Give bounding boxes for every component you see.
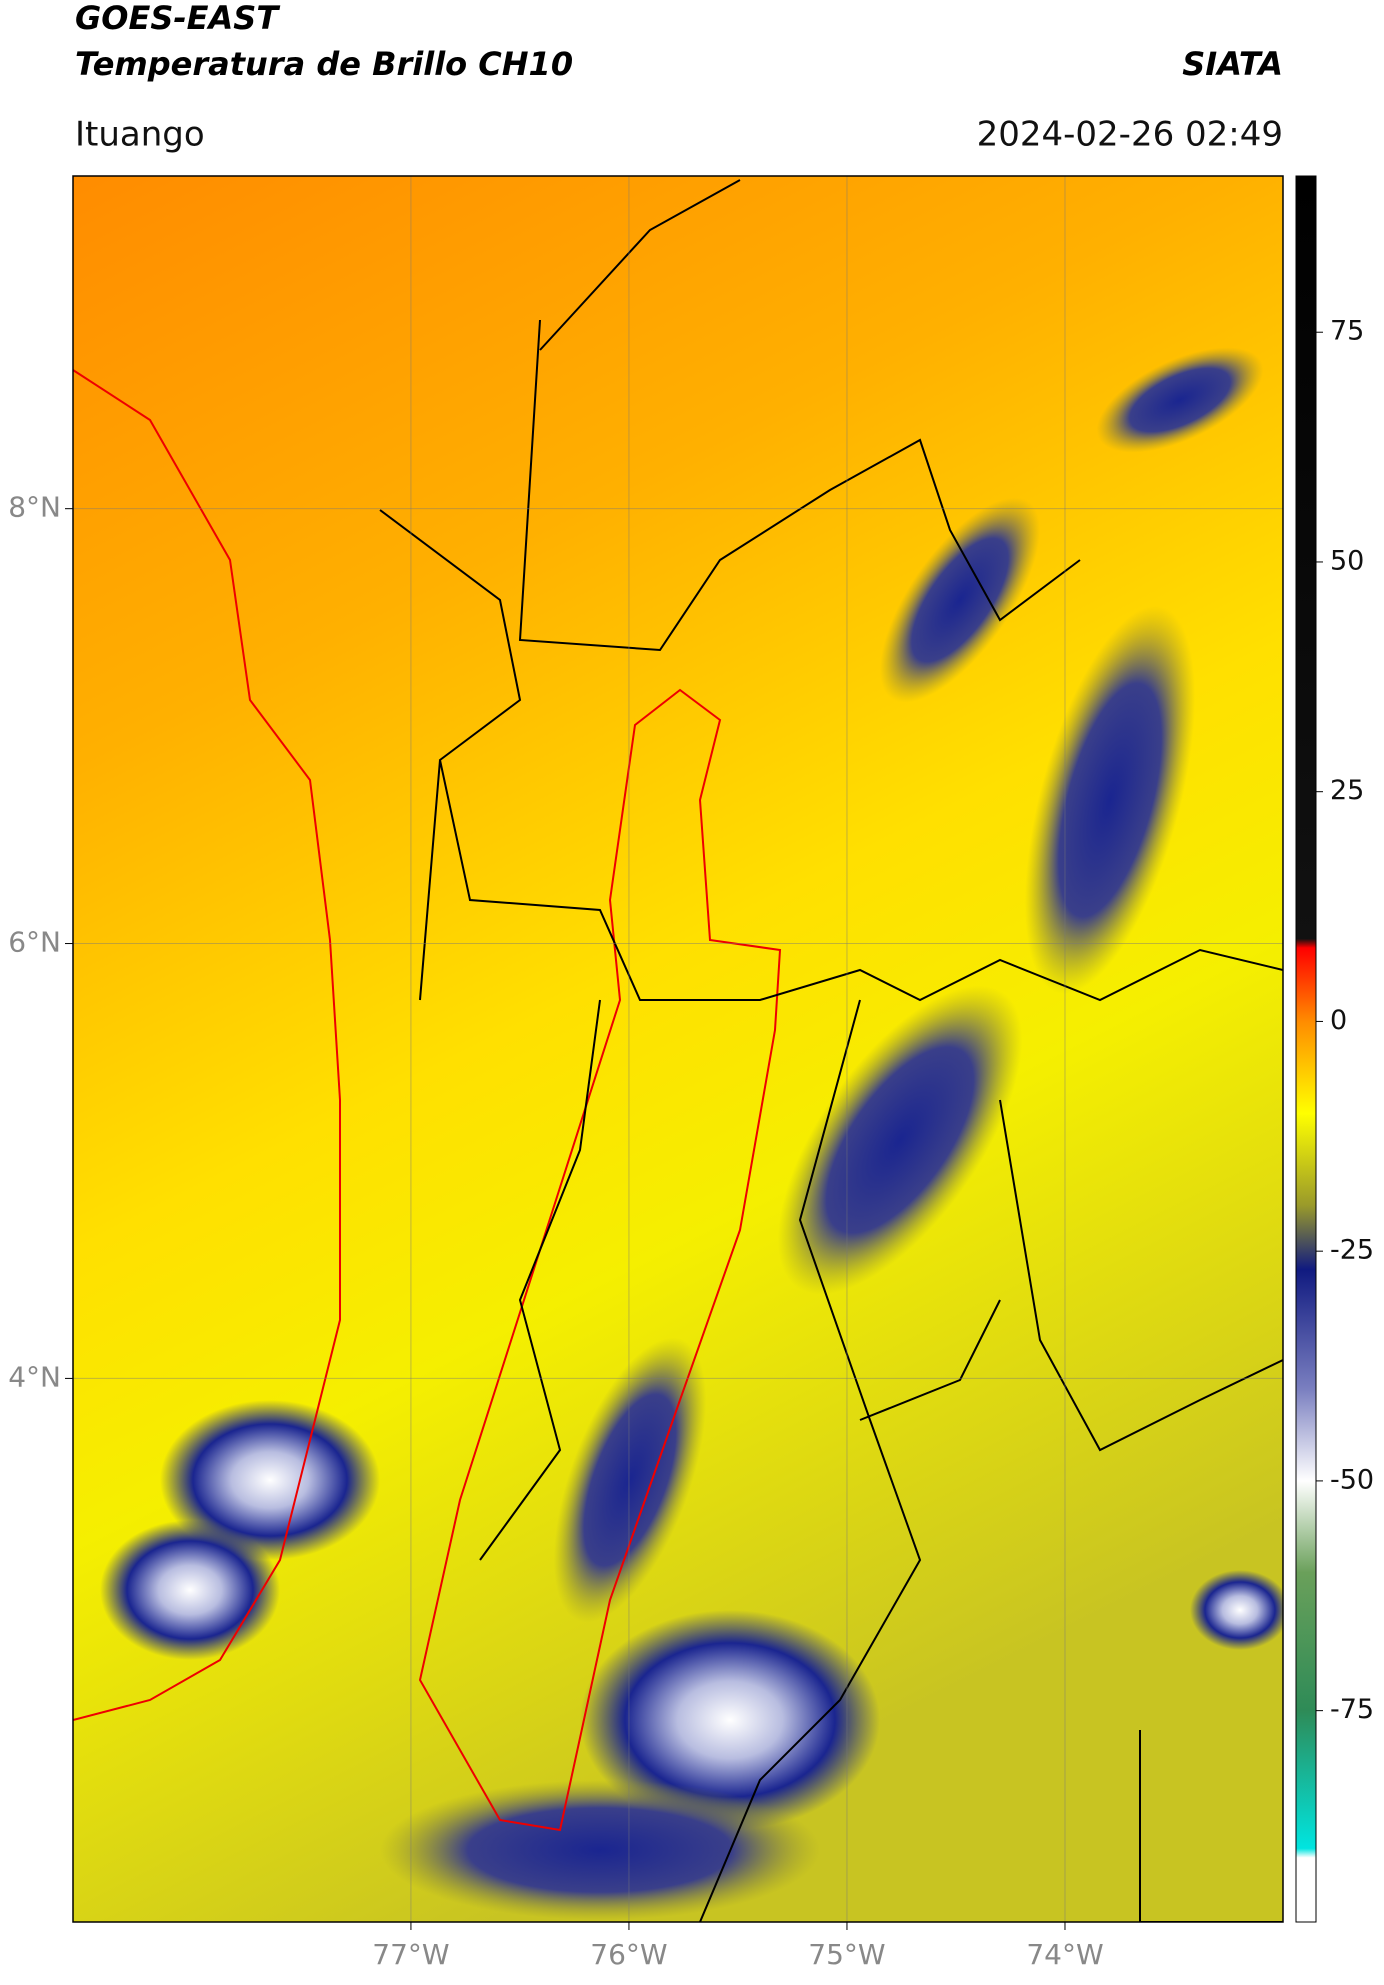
cloud (553, 1337, 707, 1623)
cloud (777, 985, 1023, 1295)
product-title: Temperatura de Brillo CH10 (75, 45, 573, 83)
admin-boundaries (379, 179, 1283, 1922)
colorbar-tick-label: -25 (1330, 1235, 1374, 1266)
y-tick-label: 8°N (8, 491, 61, 524)
colorbar-tick-label: 50 (1330, 545, 1364, 576)
y-tick-label: 4°N (8, 1360, 61, 1393)
satellite-title: GOES-EAST (75, 0, 280, 37)
basin-outline (418, 688, 782, 1832)
y-tick-label: 6°N (8, 926, 61, 959)
coastline (73, 369, 341, 1721)
cloud (380, 1780, 820, 1920)
cloud (1024, 605, 1196, 995)
x-tick-label: 74°W (1026, 1938, 1103, 1971)
colorbar-tick-label: 25 (1330, 775, 1364, 806)
colorbar-tick-label: 75 (1330, 316, 1364, 347)
colorbar-tick-label: -75 (1330, 1694, 1374, 1725)
x-tick-label: 75°W (808, 1938, 885, 1971)
x-tick-label: 76°W (590, 1938, 667, 1971)
colorbar (1295, 175, 1317, 1923)
colorbar-tick-label: -50 (1330, 1464, 1374, 1495)
cloud (1096, 347, 1264, 453)
cloud (1190, 1570, 1283, 1650)
cloud (160, 1400, 380, 1560)
map-frame (72, 175, 1284, 1923)
datetime: 2024-02-26 02:49 (977, 115, 1283, 155)
map-image (73, 176, 1283, 1922)
region: Ituango (75, 115, 205, 155)
agency: SIATA (1182, 45, 1283, 83)
x-tick-label: 77°W (372, 1938, 449, 1971)
cloud (879, 497, 1041, 703)
cloud (580, 1610, 880, 1830)
colorbar-tick-label: 0 (1330, 1005, 1347, 1036)
